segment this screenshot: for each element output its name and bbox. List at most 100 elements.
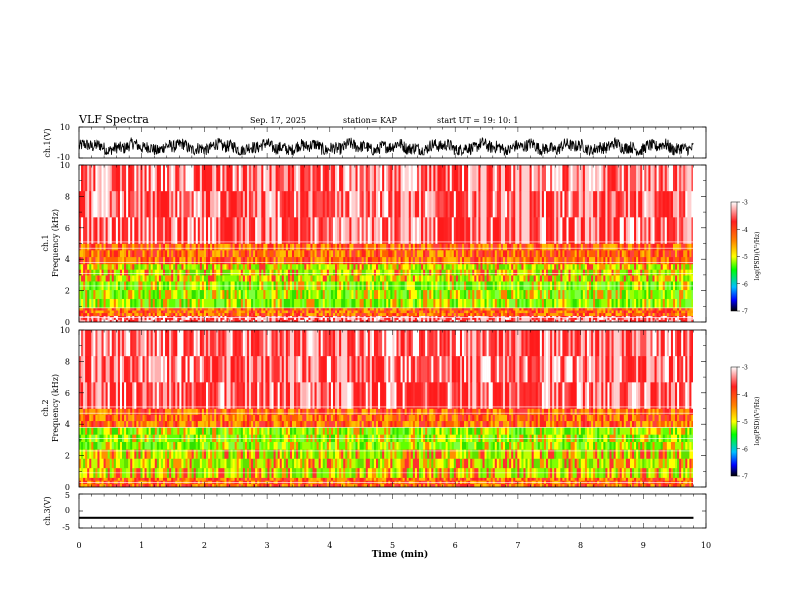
ch1-spec-cell: [140, 165, 143, 192]
ch1-spec-cell: [312, 319, 315, 322]
ch1-spec-cell: [531, 217, 534, 244]
ch1-spec-cell: [330, 307, 334, 311]
ch1-spec-cell: [275, 165, 278, 192]
ch1-spec-cell: [175, 315, 178, 319]
ch1-spec-cell: [326, 243, 330, 251]
ch1-spec-cell: [443, 250, 446, 258]
ch1-spec-cell: [314, 317, 317, 321]
ch1-spec-cell: [613, 250, 616, 258]
ch1-spec-cell: [197, 310, 201, 314]
ch1-spec-cell: [375, 263, 379, 270]
ch1-spec-cell: [132, 165, 135, 192]
ch1-spec-cell: [267, 315, 270, 319]
ch1-spec-cell: [132, 191, 135, 218]
ch1-spec-cell: [455, 298, 459, 309]
ch1-spec-cell: [222, 313, 225, 317]
ch1-spec-cell: [515, 290, 518, 300]
ch1-spec-cell: [222, 191, 225, 218]
ch1-spec-cell: [226, 319, 229, 322]
ch1-spec-cell: [283, 298, 287, 309]
ch1-spec-cell: [205, 263, 209, 270]
ch1-spec-cell: [222, 269, 225, 276]
ch1-spec-cell: [224, 310, 227, 314]
ch1-spec-cell: [312, 315, 315, 319]
ch1-spec-cell: [238, 275, 242, 282]
ch1-spec-cell: [195, 217, 199, 244]
ch1-spec-cell: [183, 313, 186, 317]
ch1-spec-cell: [451, 290, 455, 300]
ch1-spec-cell: [167, 263, 170, 270]
ch1-spec-cell: [111, 217, 115, 244]
ch1-spec-cell: [455, 165, 459, 192]
ch1-spec-cell: [296, 275, 299, 282]
ch1-spec-cell: [572, 217, 575, 244]
ch1-spec-cell: [169, 257, 172, 265]
ch1-spec-cell: [89, 313, 92, 317]
ch1-spec-cell: [605, 165, 608, 192]
ch1-spec-cell: [486, 298, 489, 309]
ch1-spec-cell: [392, 317, 395, 321]
ch1-spec-cell: [91, 263, 94, 270]
ch1-spec-cell: [593, 165, 596, 192]
ch1-spec-cell: [367, 269, 371, 276]
ch1-spec-cell: [128, 263, 131, 270]
ch1-spec-cell: [156, 298, 160, 309]
ch1-spec-cell: [496, 191, 500, 218]
ch1-spec-cell: [242, 275, 246, 282]
ch1-spec-cell: [378, 319, 381, 322]
ch1-spec-cell: [619, 217, 623, 244]
ch1-spec-cell: [445, 298, 448, 309]
ch1-spec-cell: [363, 257, 367, 265]
ch1-spec-cell: [554, 298, 557, 309]
ch1-spec-cell: [142, 257, 145, 265]
ch1-spec-cell: [627, 310, 631, 314]
ch1-spec-cell: [416, 313, 420, 317]
ch1-spec-cell: [593, 313, 596, 317]
ch1-spec-cell: [609, 250, 612, 258]
ch1-spec-cell: [539, 275, 543, 282]
ch1-spec-cell: [242, 298, 246, 309]
ch1-spec-cell: [406, 290, 410, 300]
ch1-spec-cell: [537, 269, 541, 276]
ch1-spec-cell: [386, 257, 389, 265]
ch1-spec-cell: [425, 269, 428, 276]
ch1-spec-cell: [205, 217, 209, 244]
ch1-spec-cell: [304, 313, 307, 317]
ch1-spec-cell: [273, 250, 276, 258]
ch1-spec-cell: [576, 307, 580, 311]
ch1-spec-cell: [593, 191, 596, 218]
ch1-spec-cell: [593, 290, 596, 300]
ch1-spec-cell: [328, 298, 332, 309]
ch1-spec-cell: [259, 317, 262, 321]
ch1-spec-cell: [515, 315, 518, 319]
ch1-spec-cell: [326, 298, 330, 309]
ch1-spec-cell: [474, 307, 477, 311]
ch1-spec-cell: [591, 250, 594, 258]
ch1-spec-cell: [162, 243, 166, 251]
ch1-spec-cell: [396, 275, 399, 282]
ch1-spec-cell: [210, 263, 213, 270]
ch1-spec-cell: [357, 217, 360, 244]
ch1-spec-cell: [586, 317, 590, 321]
ch1-spec-cell: [148, 317, 151, 321]
ch1-spec-cell: [507, 298, 510, 309]
ch1-spec-cell: [275, 263, 278, 270]
ch1-spec-cell: [119, 263, 123, 270]
ch1-spec-cell: [474, 257, 477, 265]
ch1-spec-cell: [345, 290, 348, 300]
ch1-spec-cell: [138, 269, 141, 276]
ch1-spec-cell: [294, 263, 297, 270]
ch1-spec-cell: [283, 191, 287, 218]
ch1-spec-cell: [535, 307, 539, 311]
ch1-spec-cell: [494, 257, 498, 265]
ch1-spec-cell: [453, 290, 457, 300]
ch1-spec-cell: [322, 269, 326, 276]
ch1-spec-cell: [189, 275, 192, 282]
ch1-spec-cell: [349, 165, 352, 192]
ch1-spec-cell: [502, 243, 506, 251]
ch1-spec-cell: [85, 275, 88, 282]
ch1-spec-cell: [189, 257, 192, 265]
ch1-spec-cell: [345, 298, 348, 309]
ch1-spec-cell: [515, 307, 518, 311]
ch1-spec-cell: [226, 313, 229, 317]
